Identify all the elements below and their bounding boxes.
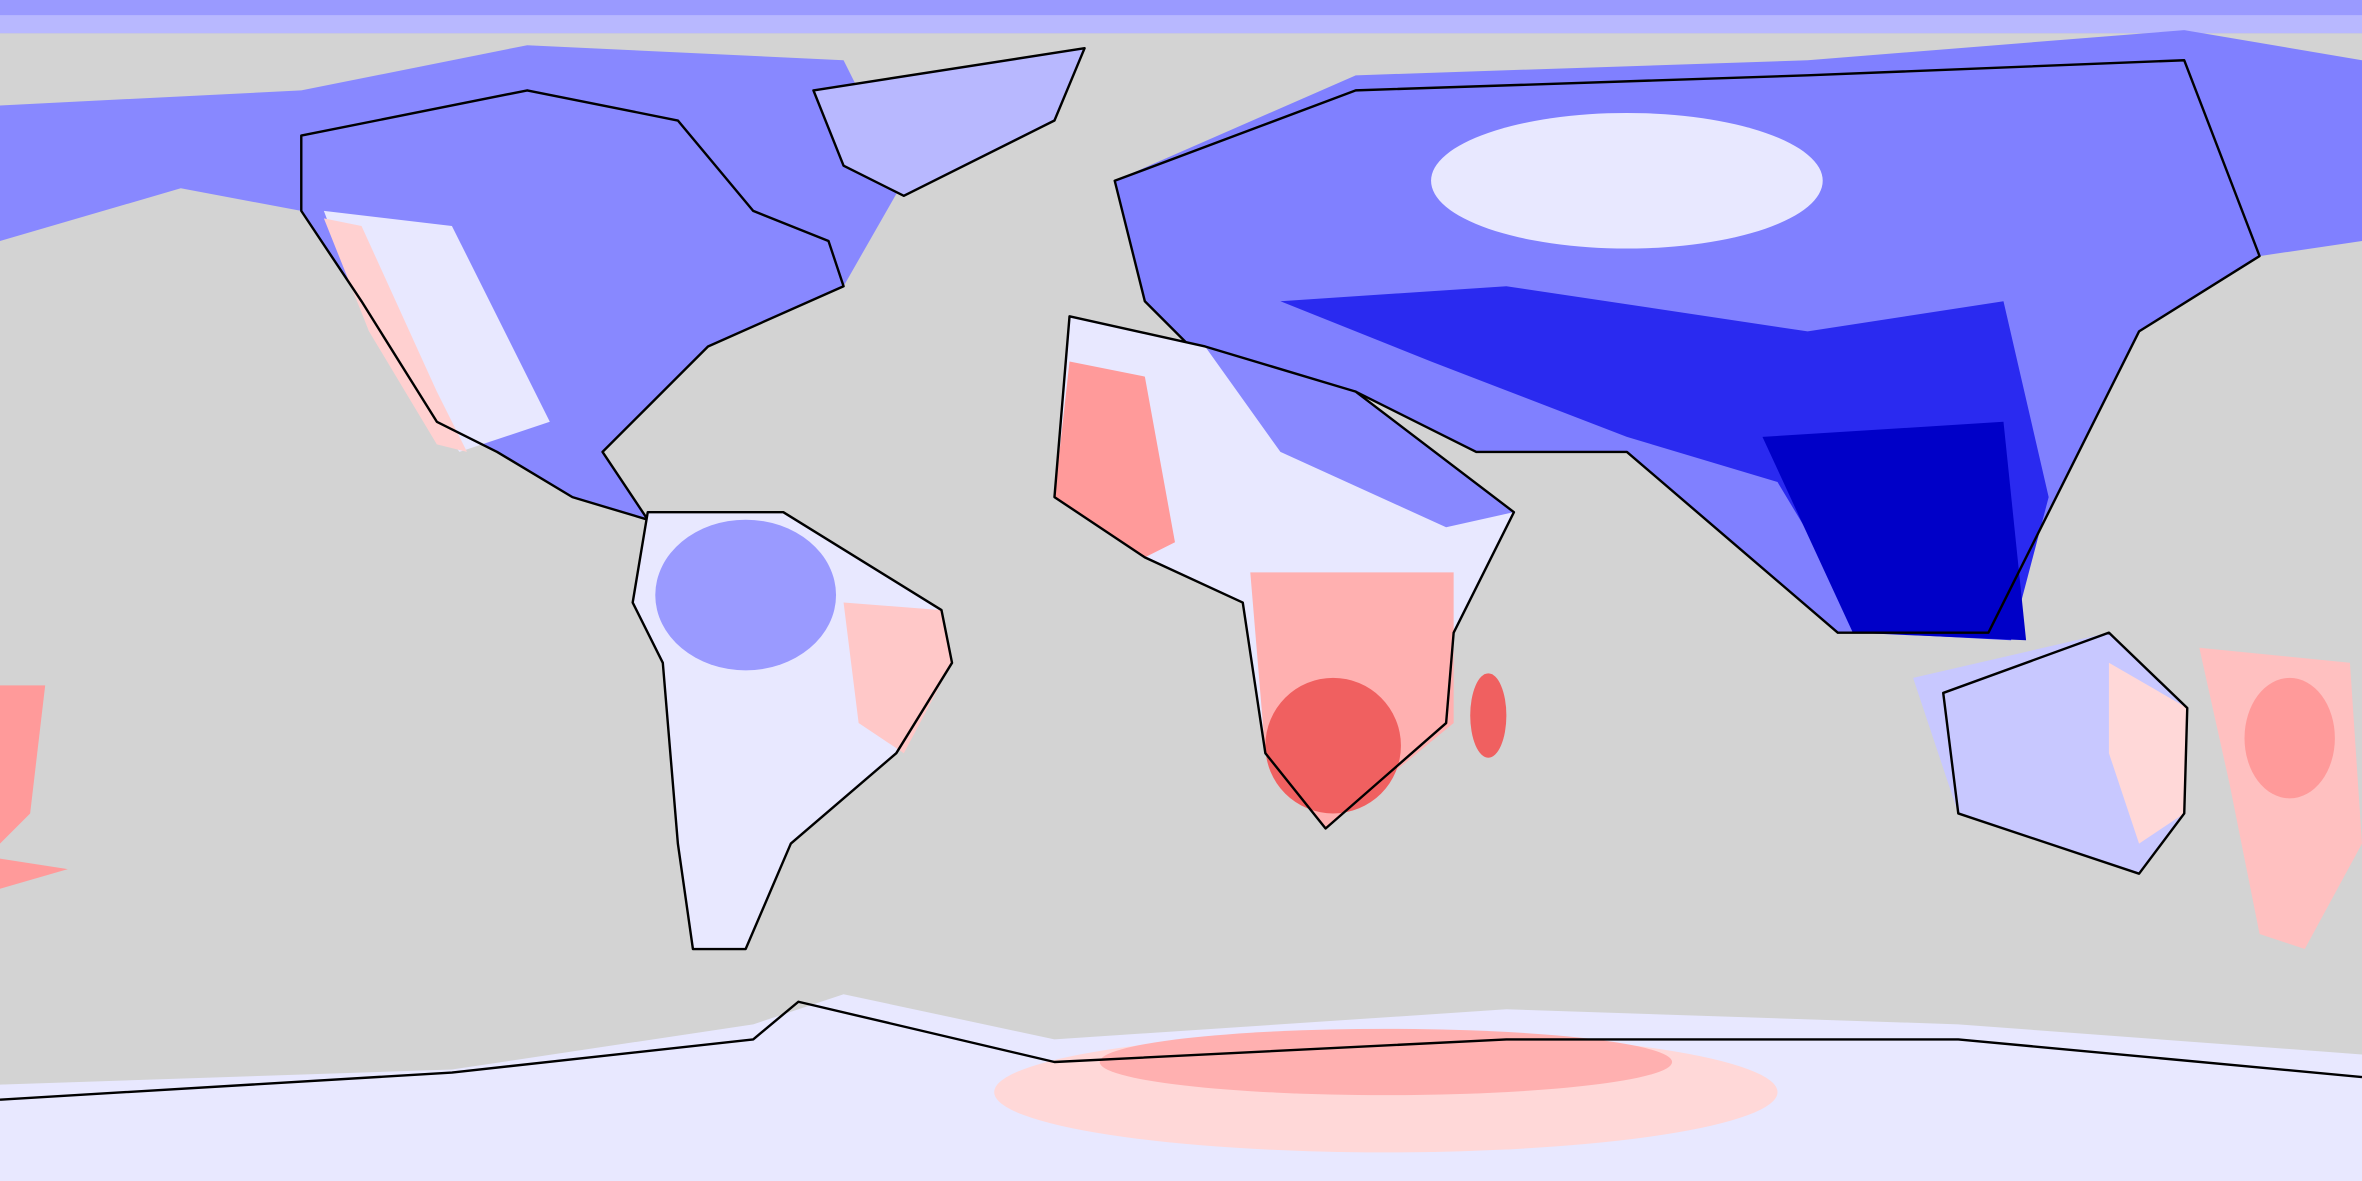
antarctica-warmer bbox=[1099, 1028, 1673, 1096]
pacific-west-warm bbox=[0, 685, 46, 844]
southeast-asia-cold bbox=[1762, 421, 2027, 641]
coastline bbox=[1942, 631, 2189, 875]
coastline bbox=[631, 510, 954, 951]
coastline bbox=[0, 1000, 2362, 1101]
pacific-warm bbox=[2244, 677, 2335, 799]
coastline bbox=[812, 46, 1086, 198]
amazon-cool bbox=[655, 519, 837, 671]
brazil-warm bbox=[843, 602, 953, 754]
siberia-mild bbox=[1431, 112, 1823, 249]
west-coast-warm bbox=[323, 218, 467, 452]
north-africa-cool bbox=[1205, 346, 1514, 528]
coastline bbox=[1053, 315, 1516, 830]
australia-east-warm bbox=[2108, 662, 2188, 844]
coastline bbox=[300, 89, 845, 521]
madagascar bbox=[1470, 673, 1507, 758]
greenland bbox=[813, 48, 1085, 196]
pacific-west-warm bbox=[0, 858, 68, 889]
arctic-edge bbox=[0, 15, 2362, 34]
west-africa-warm bbox=[1054, 361, 1175, 558]
south-africa-hot bbox=[1265, 677, 1401, 814]
